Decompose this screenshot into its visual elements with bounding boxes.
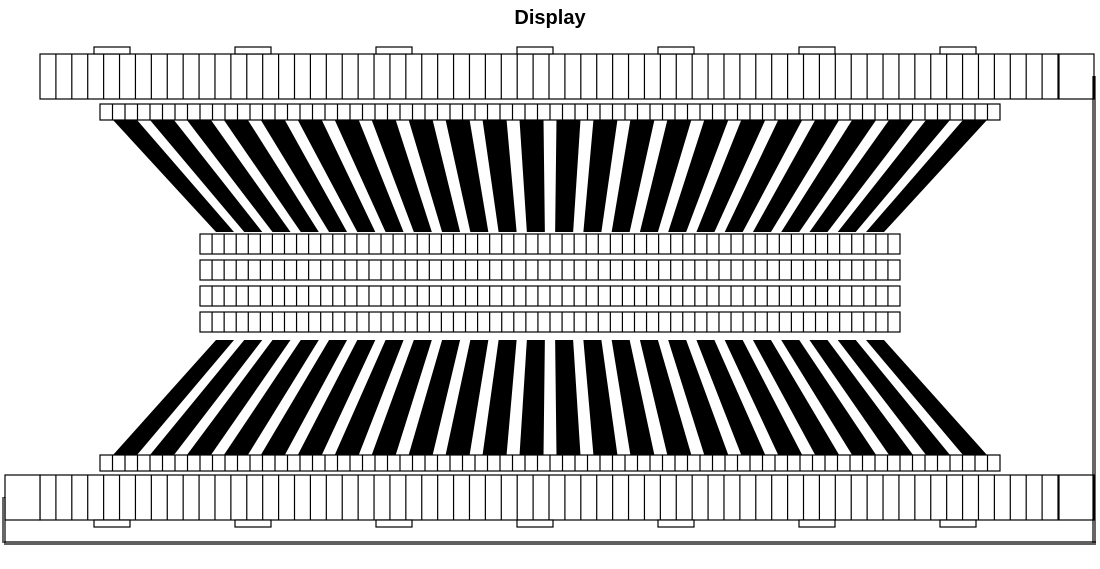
pad-block-bottom [799,520,835,527]
pad-block-bottom [517,520,553,527]
page-title: Display [514,7,586,29]
pad-block-top [235,47,271,54]
pad-block-top [940,47,976,54]
pad-block-top [376,47,412,54]
inner-pin-row-top [100,104,1000,120]
pad-block-bottom [658,520,694,527]
pad-block-top [658,47,694,54]
display-diagram: Display [0,0,1100,569]
pad-block-top [799,47,835,54]
outer-pin-row-bottom [40,475,1058,520]
end-box-top-right [1059,54,1094,99]
mid-pin-row [200,234,900,254]
mid-pin-row [200,260,900,280]
pad-block-bottom [376,520,412,527]
pad-block-top [94,47,130,54]
pad-block-bottom [940,520,976,527]
mid-pin-row [200,312,900,332]
pad-block-top [517,47,553,54]
end-box-bottom-right [1059,475,1094,520]
end-box-bottom-left [5,475,40,520]
inner-pin-row-bottom [100,455,1000,471]
mid-pin-row [200,286,900,306]
outer-pin-row-top [40,54,1058,99]
pad-block-bottom [235,520,271,527]
pad-block-bottom [94,520,130,527]
